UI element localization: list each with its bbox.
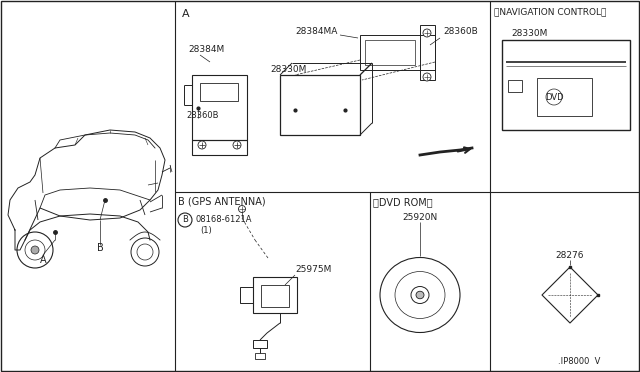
Text: 25920N: 25920N	[403, 214, 438, 222]
Text: .IP8000  V: .IP8000 V	[558, 357, 600, 366]
Text: A: A	[182, 9, 189, 19]
Text: 08168-6121A: 08168-6121A	[196, 215, 253, 224]
Text: 28360B: 28360B	[443, 28, 477, 36]
Bar	[365, 40, 415, 65]
Text: 28330M: 28330M	[270, 65, 307, 74]
Text: 28384MA: 28384MA	[295, 28, 337, 36]
Circle shape	[25, 240, 45, 260]
Circle shape	[423, 73, 431, 81]
Circle shape	[423, 29, 431, 37]
Bar	[261, 285, 289, 307]
Bar	[192, 75, 247, 140]
Bar	[508, 80, 522, 92]
Text: 28330M: 28330M	[512, 29, 548, 38]
Bar	[192, 140, 247, 155]
Circle shape	[198, 141, 206, 149]
Circle shape	[131, 238, 159, 266]
Circle shape	[233, 141, 241, 149]
Circle shape	[239, 205, 246, 212]
Bar	[537, 78, 592, 116]
Text: B (GPS ANTENNA): B (GPS ANTENNA)	[178, 197, 266, 207]
Bar	[255, 353, 265, 359]
Ellipse shape	[380, 257, 460, 333]
Circle shape	[178, 213, 192, 227]
Circle shape	[31, 246, 39, 254]
Text: 〈DVD ROM〉: 〈DVD ROM〉	[373, 197, 433, 207]
Text: 25975M: 25975M	[295, 266, 332, 275]
Text: 28276: 28276	[556, 250, 584, 260]
Bar	[420, 25, 435, 80]
Bar	[253, 277, 297, 313]
Bar	[360, 35, 435, 70]
Circle shape	[137, 244, 153, 260]
Text: DVD: DVD	[545, 93, 563, 102]
Text: B: B	[182, 215, 188, 224]
Circle shape	[17, 232, 53, 268]
Text: A: A	[40, 255, 46, 265]
Bar	[200, 83, 238, 101]
Text: B: B	[97, 243, 104, 253]
Ellipse shape	[416, 291, 424, 299]
Text: 〈NAVIGATION CONTROL〩: 〈NAVIGATION CONTROL〩	[494, 7, 606, 16]
Bar	[280, 75, 360, 135]
Bar	[502, 40, 630, 130]
Ellipse shape	[411, 286, 429, 304]
Bar	[253, 340, 267, 348]
Text: (1): (1)	[200, 227, 212, 235]
Text: 28384M: 28384M	[188, 45, 224, 55]
Bar	[240, 287, 253, 303]
Ellipse shape	[395, 272, 445, 318]
Text: 28360B: 28360B	[186, 110, 218, 119]
